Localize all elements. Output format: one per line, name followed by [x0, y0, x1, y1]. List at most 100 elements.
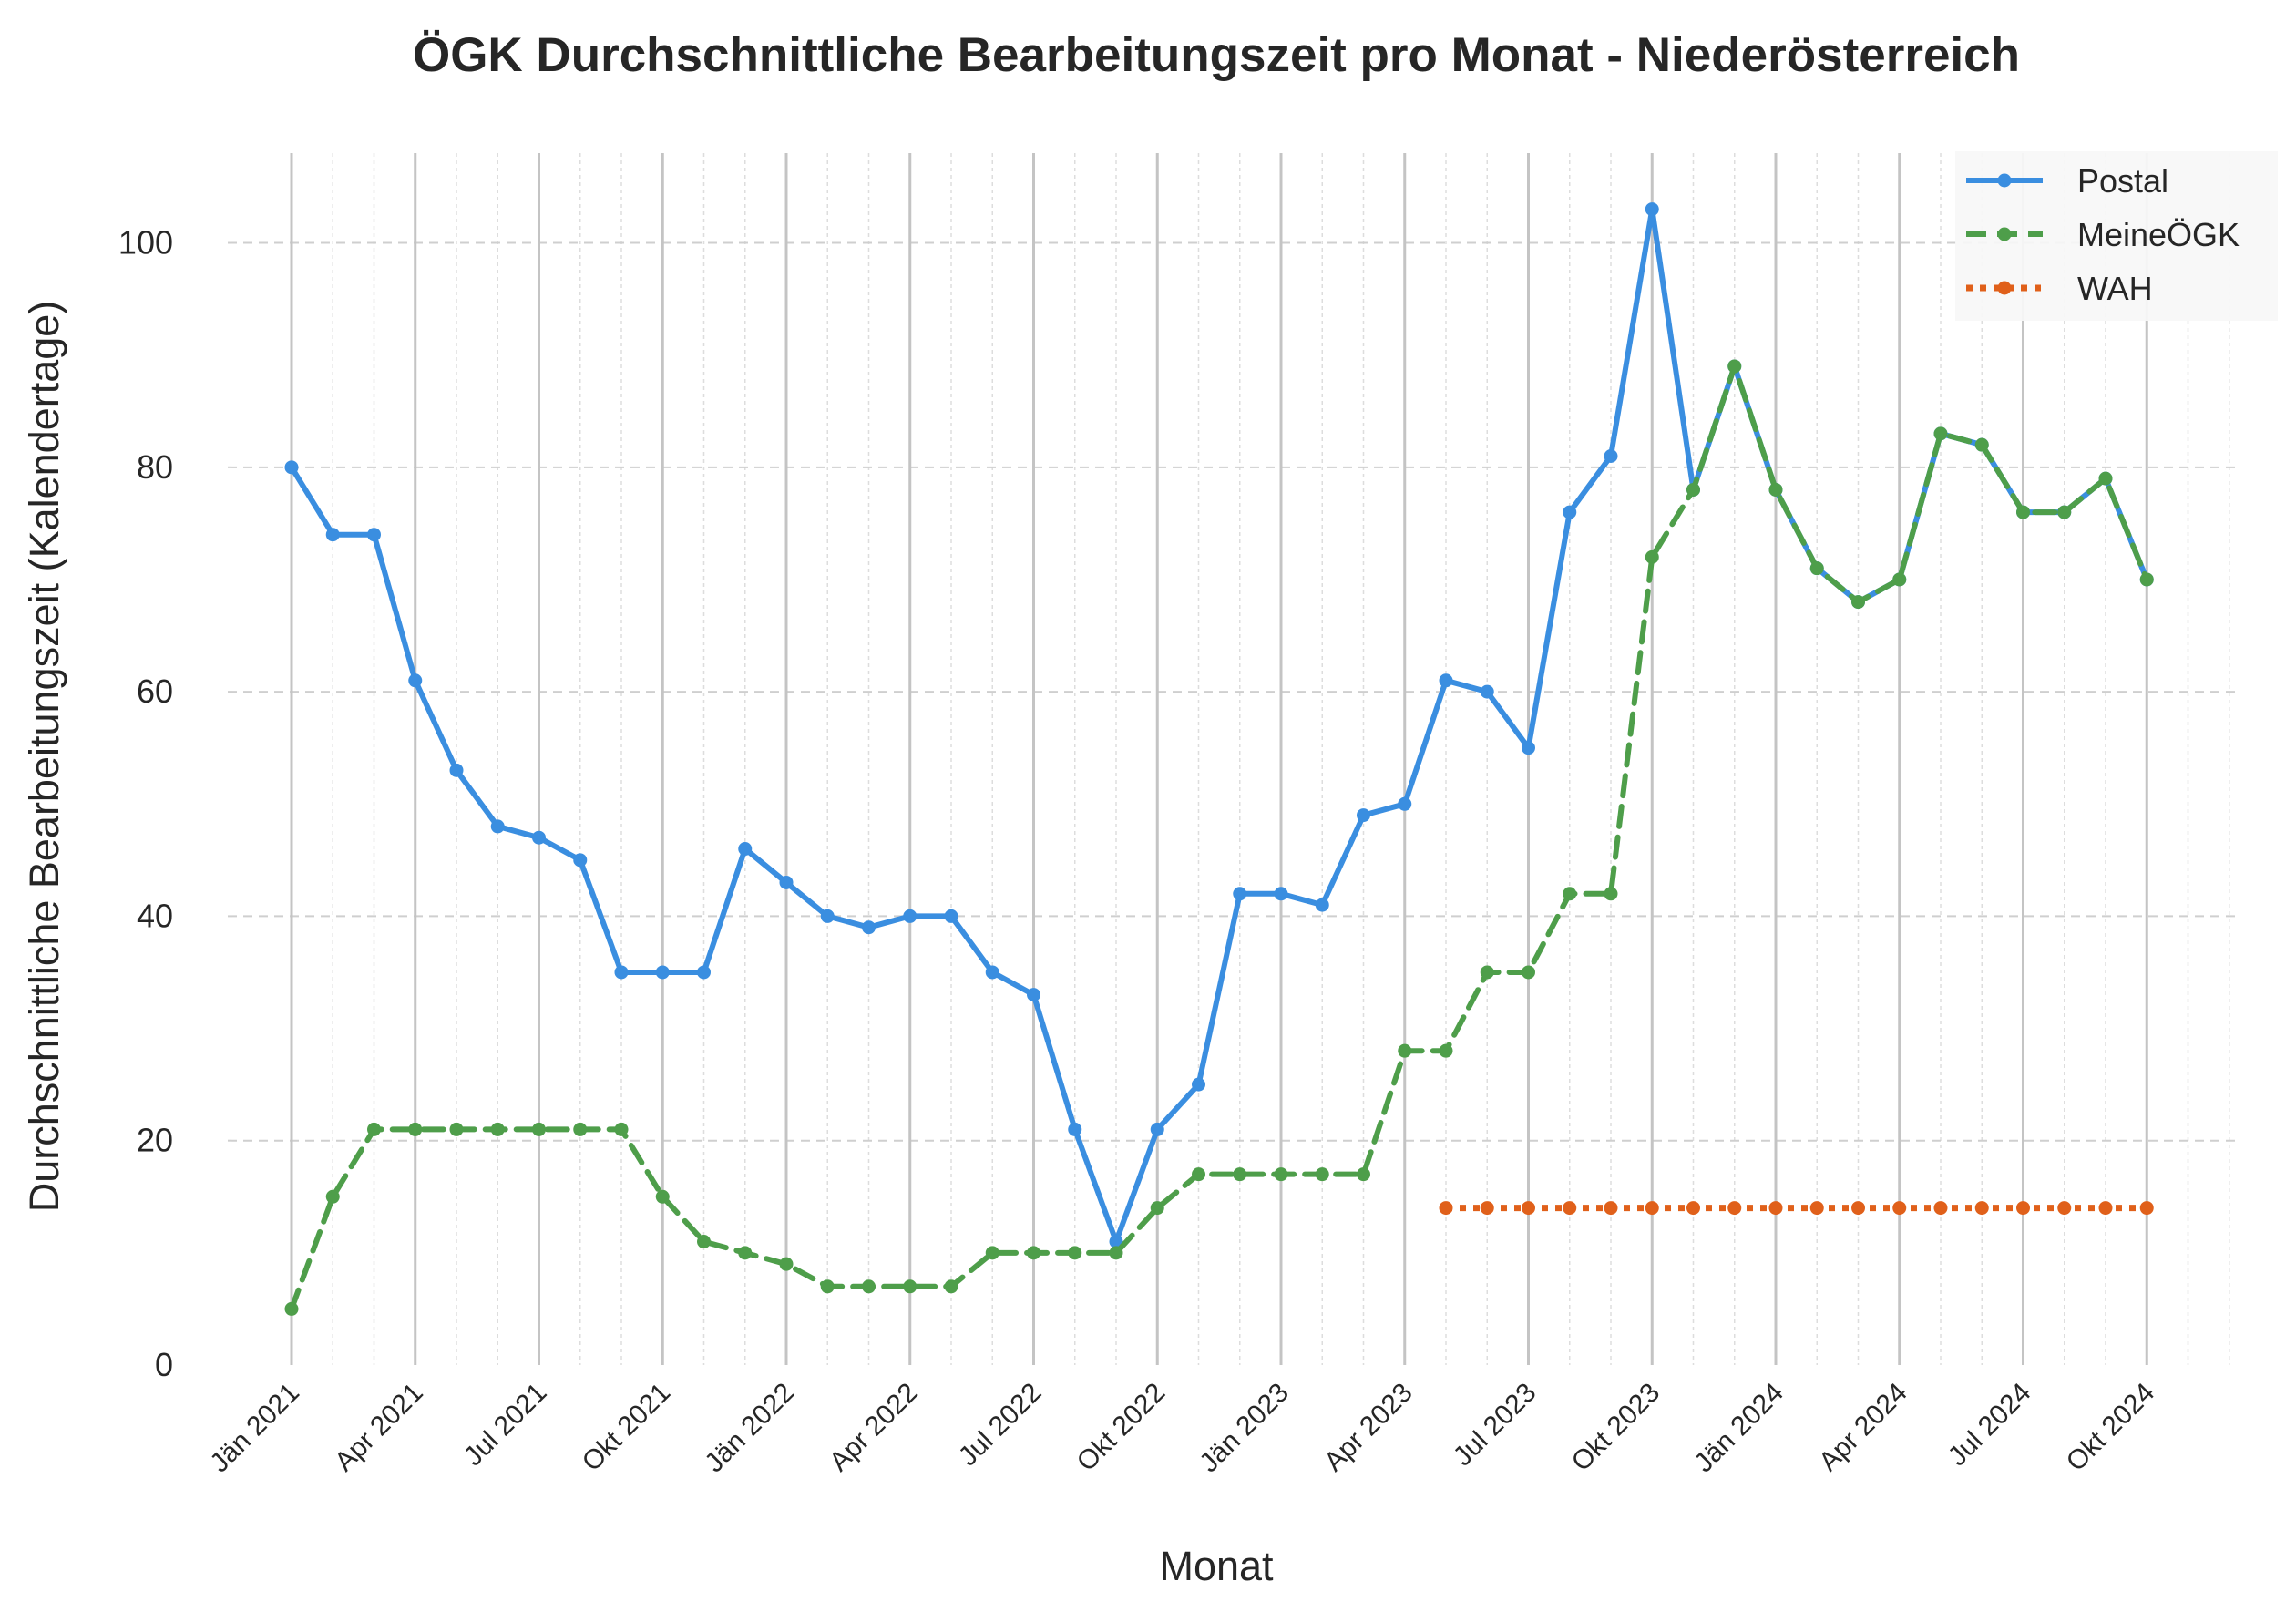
series-0-point [1439, 673, 1453, 688]
series-1-point [573, 1122, 588, 1136]
x-axis-ticks: Jän 2021 Apr 2021 Jul 2021 Okt 2021 Jän 2022… [204, 1378, 2160, 1479]
series-0-point [490, 819, 505, 834]
x-axis-label: Monat [1159, 1543, 1274, 1589]
series-0-point [614, 965, 629, 980]
series-0-point [903, 909, 917, 923]
series-1-point [284, 1301, 299, 1316]
series-1-point [367, 1122, 381, 1136]
series-0-point [697, 965, 711, 980]
series-0-point [1274, 887, 1288, 901]
series-layer [284, 202, 2154, 1316]
series-1-point [1892, 572, 1907, 587]
series-1-point [490, 1122, 505, 1136]
y-axis-label: Durchschnittliche Bearbeitungszeit (Kale… [21, 301, 67, 1213]
series-1-point [779, 1257, 794, 1271]
legend: Postal MeineÖGK WAH [1955, 151, 2278, 321]
series-1-point [697, 1235, 711, 1249]
series-0-point [944, 909, 958, 923]
x-tick-label: Apr 2021 [329, 1378, 428, 1477]
series-1-point [1315, 1167, 1329, 1182]
series-1-point [2016, 505, 2030, 519]
series-1-point [903, 1279, 917, 1294]
series-0-point [1398, 796, 1412, 811]
series-1-point [1068, 1246, 1082, 1260]
x-tick-label: Jän 2023 [1194, 1378, 1295, 1479]
series-1-point [1439, 1043, 1453, 1058]
series-1-line [289, 364, 2150, 1312]
series-1-point [1192, 1167, 1205, 1182]
series-1-point [1233, 1167, 1247, 1182]
series-2-point [1809, 1201, 1824, 1216]
series-1-point [1809, 561, 1824, 576]
series-0-point [1480, 684, 1494, 699]
series-1-point [1604, 887, 1618, 901]
y-tick-label: 0 [155, 1346, 173, 1383]
series-1-point [1109, 1246, 1123, 1260]
series-0-point [284, 460, 299, 475]
series-2-point [2139, 1201, 2154, 1216]
series-0-point [1563, 505, 1577, 519]
series-2-point [1892, 1201, 1907, 1216]
series-0-point [449, 763, 464, 777]
legend-entry-label: WAH [2077, 270, 2153, 307]
series-0-point [862, 920, 876, 935]
series-2-point [1727, 1201, 1742, 1216]
series-2-point [1439, 1201, 1453, 1216]
series-1-point [1933, 426, 1948, 441]
x-tick-label: Jul 2024 [1942, 1378, 2037, 1473]
series-1-point [2098, 471, 2113, 486]
series-0-point [1192, 1077, 1205, 1092]
series-2-point [2016, 1201, 2030, 1216]
series-0-point [1027, 988, 1040, 1002]
x-tick-label: Apr 2023 [1318, 1378, 1418, 1477]
series-0-point [1357, 808, 1370, 823]
series-1-point [944, 1279, 958, 1294]
series-0-point [367, 528, 381, 542]
series-1-point [532, 1122, 546, 1136]
series-1-point [1150, 1201, 1164, 1216]
series-2-point [2057, 1201, 2072, 1216]
series-1-point [985, 1246, 999, 1260]
series-1-point [1851, 595, 1865, 610]
x-tick-label: Okt 2023 [1566, 1378, 1666, 1477]
series-2-point [1686, 1201, 1700, 1216]
x-tick-label: Jän 2021 [204, 1378, 305, 1479]
y-tick-label: 60 [137, 673, 173, 710]
series-1-point [738, 1246, 753, 1260]
series-1-point [1768, 482, 1783, 497]
x-tick-label: Jul 2021 [458, 1378, 553, 1473]
legend-swatch-marker [1997, 281, 2012, 295]
series-0-point [532, 830, 546, 845]
series-1-point [1645, 549, 1659, 564]
series-2-point [1563, 1201, 1577, 1216]
series-1-point [1686, 482, 1700, 497]
x-tick-label: Jul 2023 [1448, 1378, 1543, 1473]
series-1-point [408, 1122, 423, 1136]
legend-swatch-marker [1997, 173, 2012, 188]
series-1-point [820, 1279, 835, 1294]
x-tick-label: Apr 2022 [824, 1378, 923, 1477]
series-0-point [573, 853, 588, 868]
legend-entry-label: Postal [2077, 162, 2168, 200]
x-tick-label: Jän 2024 [1688, 1378, 1789, 1479]
series-1 [284, 359, 2154, 1316]
legend-entry-label: MeineÖGK [2077, 216, 2240, 253]
series-0-point [1315, 898, 1329, 912]
series-2-point [1522, 1201, 1535, 1216]
series-1-point [325, 1189, 340, 1204]
series-1-point [1398, 1043, 1412, 1058]
series-0-point [325, 528, 340, 542]
x-tick-label: Jän 2022 [699, 1378, 800, 1479]
series-2-point [1933, 1201, 1948, 1216]
y-tick-label: 40 [137, 897, 173, 934]
series-1-point [1480, 965, 1494, 980]
series-1-point [2139, 572, 2154, 587]
series-2 [1439, 1201, 2154, 1216]
series-0-point [1233, 887, 1247, 901]
series-0-point [1645, 202, 1659, 217]
series-1-point [2057, 505, 2072, 519]
series-0-point [985, 965, 999, 980]
legend-swatch-marker [1997, 227, 2012, 241]
series-0-point [1522, 741, 1535, 755]
x-tick-label: Okt 2022 [1071, 1378, 1171, 1477]
